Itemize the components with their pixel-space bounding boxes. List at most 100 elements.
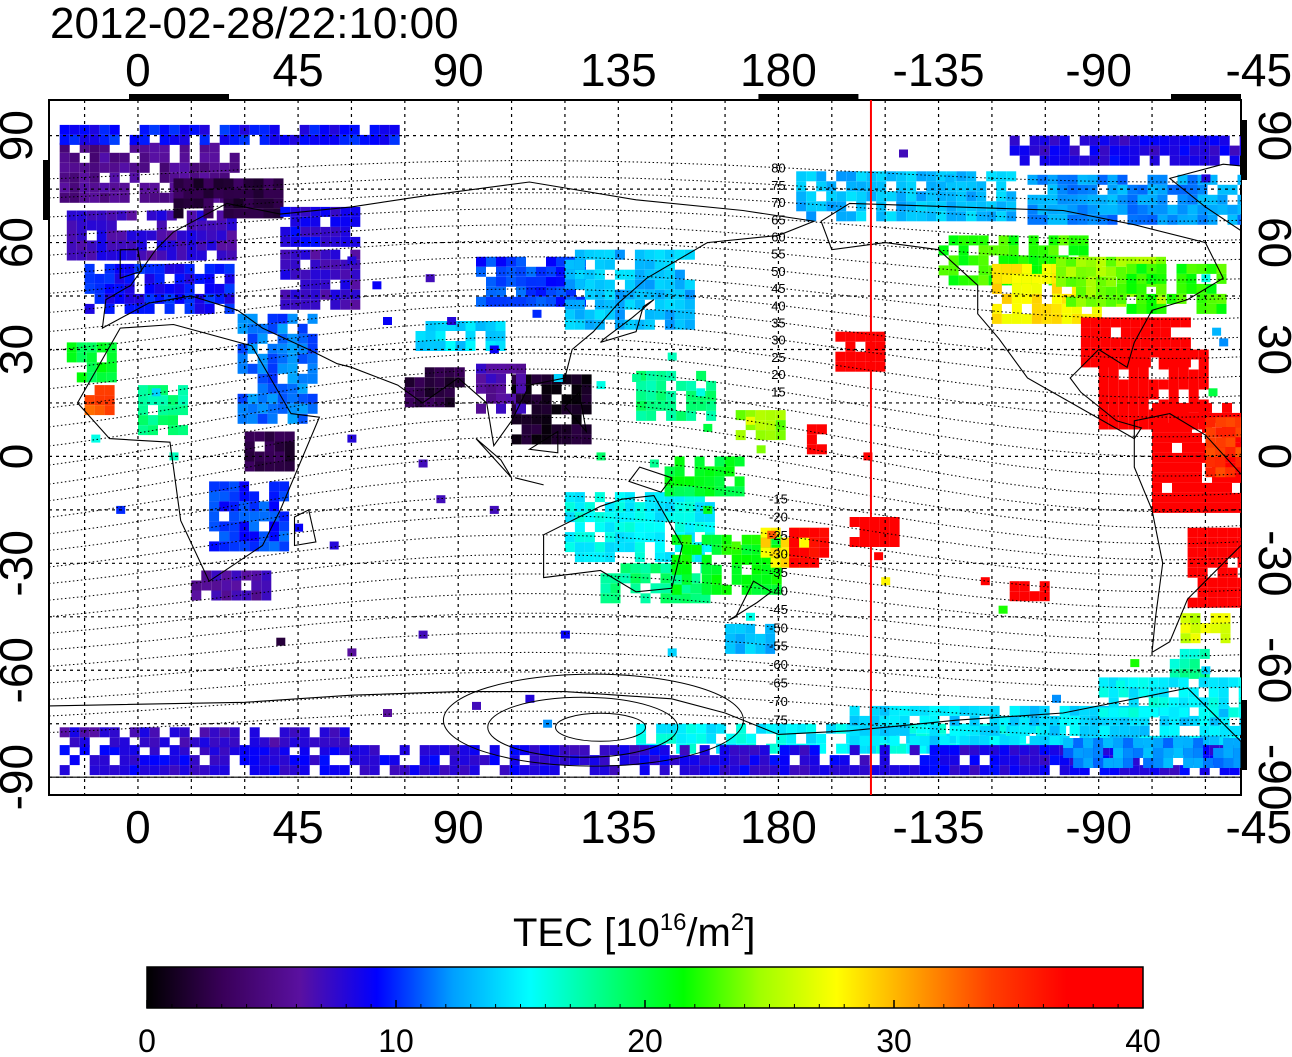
- tec-cell: [859, 755, 870, 766]
- tec-cell: [223, 208, 234, 219]
- tec-cell: [1039, 725, 1050, 736]
- tec-cell: [1202, 492, 1212, 503]
- coastline: [543, 495, 683, 593]
- tec-cell: [654, 279, 665, 290]
- tec-cell: [849, 735, 860, 746]
- tec-cell: [1222, 472, 1232, 483]
- tec-cell: [896, 211, 907, 222]
- tec-cell: [978, 265, 989, 276]
- tec-cell: [614, 289, 625, 300]
- tec-cell: [751, 564, 762, 575]
- tec-cell: [1199, 715, 1210, 726]
- tec-cell: [574, 319, 585, 330]
- tec-cell: [624, 522, 635, 533]
- tec-cell: [339, 124, 350, 135]
- tec-cell: [916, 201, 927, 212]
- tec-cell: [1039, 135, 1050, 146]
- tec-cell: [1021, 273, 1032, 284]
- tec-cell: [1239, 135, 1241, 146]
- tec-cell: [899, 765, 910, 776]
- tec-cell: [287, 413, 298, 424]
- tec-cell: [674, 309, 685, 320]
- tec-cell: [96, 220, 107, 231]
- tec-cell: [138, 425, 148, 436]
- tec-cell: [654, 269, 665, 280]
- tec-cell: [684, 492, 695, 503]
- tec-cell: [996, 181, 1007, 192]
- tec-cell: [221, 590, 232, 601]
- mag-contour: [49, 710, 1241, 737]
- tec-cell: [806, 723, 817, 734]
- tec-cell: [307, 393, 318, 404]
- tec-cell: [674, 456, 685, 467]
- tec-cell: [879, 527, 890, 537]
- tec-cell: [684, 476, 695, 487]
- tec-cell: [581, 384, 592, 395]
- tec-cell: [646, 410, 657, 421]
- tec-cell: [594, 552, 605, 563]
- tec-cell: [929, 735, 940, 746]
- tec-cell: [1282, 413, 1292, 423]
- tec-cell: [476, 403, 486, 414]
- tec-cell: [1177, 194, 1188, 205]
- tec-cell: [496, 286, 506, 297]
- tec-cell: [229, 501, 240, 512]
- tec-cell: [249, 511, 260, 522]
- tec-cell: [594, 542, 605, 553]
- mag-contour: [49, 352, 1241, 418]
- tec-cell: [526, 286, 536, 297]
- tec-cell: [1129, 765, 1140, 776]
- tec-cell: [149, 124, 160, 135]
- tec-cell: [704, 486, 715, 497]
- tec-cell: [1029, 145, 1040, 156]
- tec-cell: [939, 765, 950, 776]
- tec-cell: [284, 441, 295, 452]
- tec-cell: [1282, 473, 1292, 483]
- tec-cell: [725, 643, 736, 654]
- frame-mark: [1171, 94, 1241, 100]
- tec-cell: [139, 124, 150, 135]
- tec-cell: [89, 755, 100, 766]
- tec-cell: [1009, 735, 1020, 746]
- tec-cell: [1223, 748, 1234, 758]
- tec-cell: [1275, 417, 1285, 427]
- tec-cell: [259, 765, 270, 776]
- tec-cell: [1179, 668, 1190, 679]
- tec-cell: [1120, 327, 1131, 338]
- tec-cell: [244, 461, 255, 472]
- tec-cell: [1009, 755, 1020, 766]
- mag-contour: [49, 553, 1241, 609]
- tec-cell: [706, 380, 717, 391]
- tec-cell: [79, 182, 90, 193]
- tec-cell: [1193, 758, 1204, 768]
- tec-cell: [1096, 276, 1106, 287]
- tec-cell: [219, 501, 230, 512]
- right-tick-label: -60: [1249, 637, 1292, 703]
- tec-cell: [1006, 191, 1017, 202]
- tec-cell: [1061, 303, 1072, 314]
- tec-cell: [686, 733, 697, 744]
- tec-dot: [899, 149, 908, 158]
- tec-cell: [876, 211, 887, 222]
- tec-cell: [929, 705, 940, 716]
- tec-cell: [269, 511, 280, 522]
- tec-cell: [849, 715, 860, 726]
- tec-cell: [1029, 705, 1040, 716]
- tec-cell: [134, 293, 145, 304]
- tec-cell: [280, 259, 291, 270]
- tec-cell: [244, 431, 255, 442]
- tec-cell: [1041, 303, 1052, 314]
- tec-cell: [809, 755, 820, 766]
- tec-cell: [89, 124, 100, 135]
- tec-cell: [704, 466, 715, 477]
- tec-cell: [1097, 204, 1108, 215]
- tec-cell: [1262, 413, 1272, 423]
- tec-cell: [594, 309, 605, 320]
- tec-cell: [594, 522, 605, 533]
- tec-cell: [204, 263, 215, 274]
- tec-cell: [194, 303, 205, 314]
- tec-cell: [674, 466, 685, 477]
- tec-cell: [279, 491, 290, 502]
- contour-label: -60: [769, 657, 788, 672]
- tec-cell: [1009, 705, 1020, 716]
